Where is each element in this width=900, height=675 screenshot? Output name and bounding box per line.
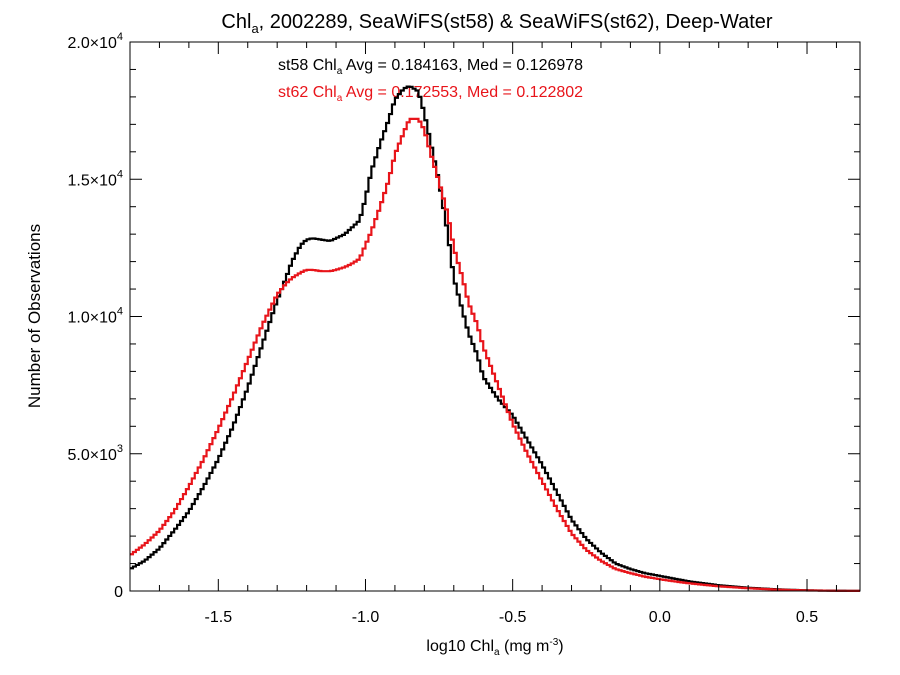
series-st62-line	[130, 117, 860, 592]
series-layer	[130, 85, 860, 592]
series-st58-line	[130, 85, 860, 592]
x-tick-label: 0.0	[649, 609, 671, 626]
y-tick-label: 5.0×103	[67, 443, 123, 464]
x-tick-label: 0.5	[796, 609, 818, 626]
y-axis-label: Number of Observations	[25, 224, 44, 408]
x-tick-label: -1.0	[352, 609, 380, 626]
plot-frame	[129, 41, 861, 592]
axis-layer: -1.5 -1.0 -0.5 0.0 0.5 0 5.0×103 1.0×104 1.5×104…	[67, 31, 861, 626]
annotation-st58: st58 Chla Avg = 0.184163, Med = 0.126978	[278, 57, 583, 77]
y-tick-label: 1.5×104	[67, 168, 123, 189]
x-tick-label: -1.5	[205, 609, 233, 626]
y-tick-label: 0	[114, 584, 123, 601]
x-axis-label: log10 Chla (mg m-3)	[426, 637, 563, 658]
annotation-st62: st62 Chla Avg = 0.172553, Med = 0.122802	[278, 84, 583, 104]
x-tick-label: -0.5	[499, 609, 527, 626]
chart-title: Chla, 2002289, SeaWiFS(st58) & SeaWiFS(s…	[221, 11, 772, 36]
y-tick-label: 1.0×104	[67, 306, 123, 327]
y-tick-label: 2.0×104	[67, 31, 123, 52]
